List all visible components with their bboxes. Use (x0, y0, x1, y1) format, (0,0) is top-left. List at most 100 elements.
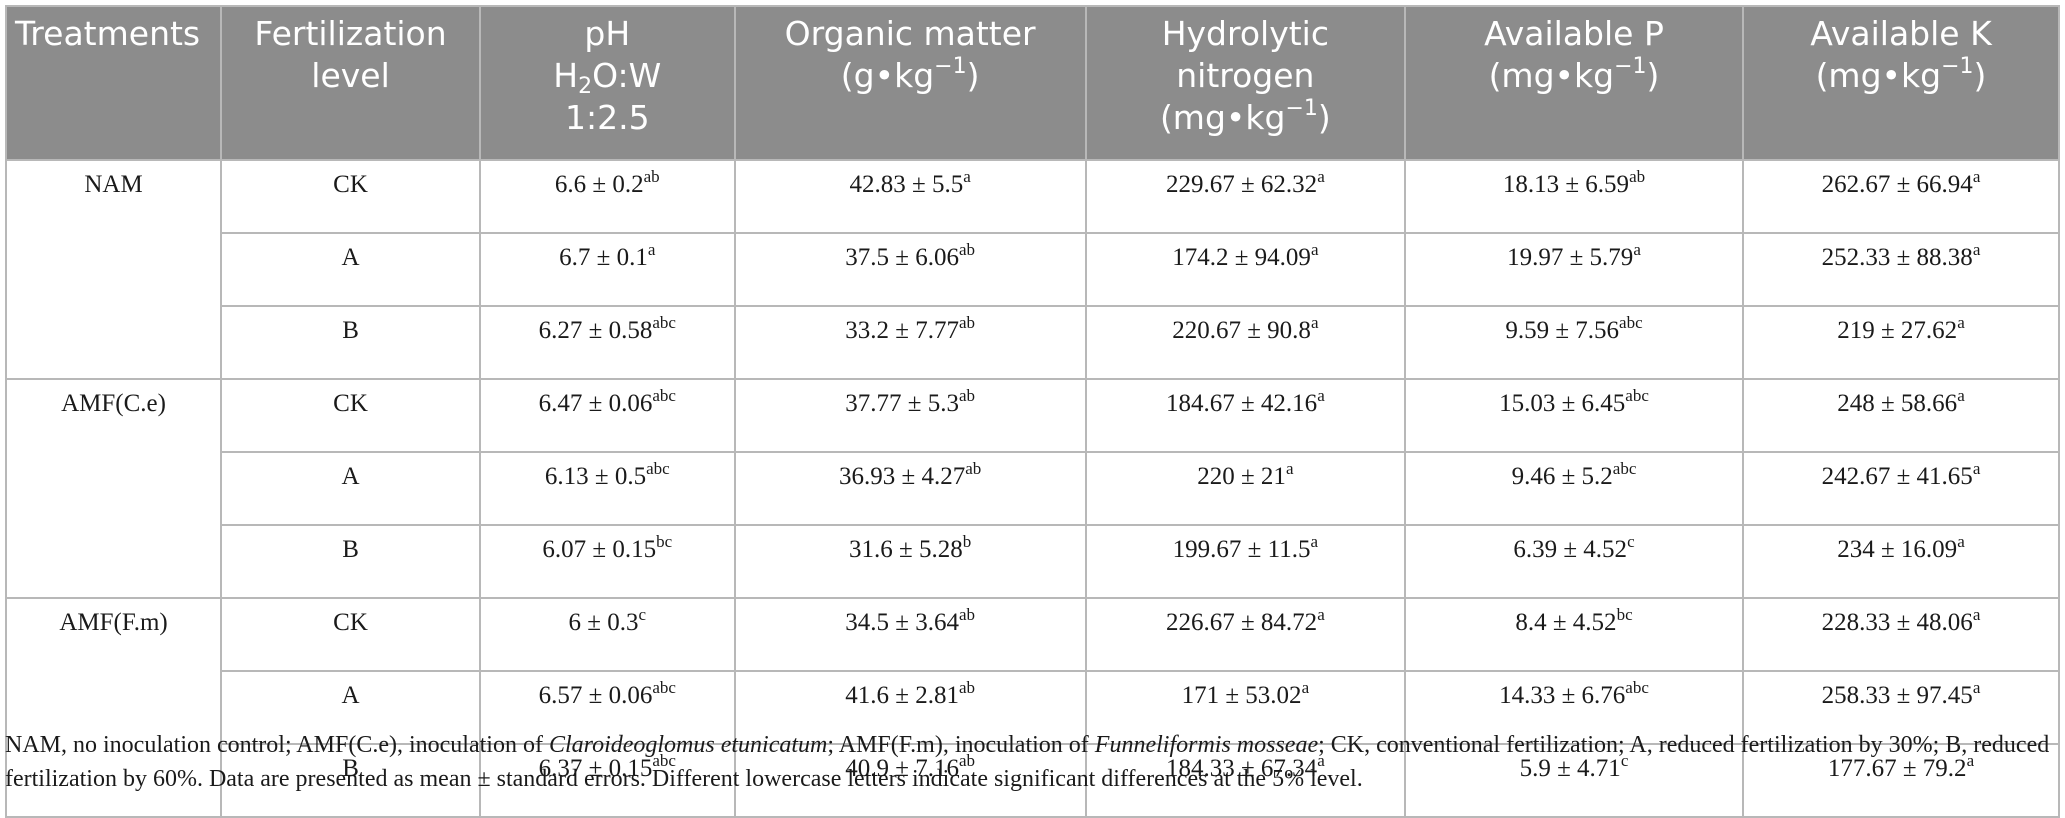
mean-se-value: 220 ± 21 (1197, 463, 1286, 490)
value-cell: 14.33 ± 6.76abc (1404, 670, 1744, 745)
mean-se-value: 6.47 ± 0.06 (538, 390, 653, 417)
value-cell: 258.33 ± 97.45a (1741, 670, 2061, 745)
header-hydrolytic-nitrogen: Hydrolytic nitrogen (mg•kg−1) (1084, 5, 1407, 161)
fertilization-level-cell: B (220, 305, 482, 380)
significance-letters: bc (1616, 605, 1633, 624)
value-cell: 228.33 ± 48.06a (1741, 597, 2061, 672)
value-cell: 6 ± 0.3c (479, 597, 736, 672)
significance-letters: abc (1625, 386, 1649, 405)
mean-se-value: 220.67 ± 90.8 (1172, 317, 1311, 344)
significance-letters: abc (1612, 459, 1637, 478)
significance-letters: a (1966, 751, 1975, 770)
header-fertilization-level: Fertilization level (220, 5, 482, 161)
significance-letters: a (1285, 459, 1294, 478)
significance-letters: a (1317, 167, 1325, 186)
table-row: AMF(F.m) CK 6 ± 0.3c 34.5 ± 3.64ab 226.67 ± … (4, 597, 2061, 818)
mean-se-value: 226.67 ± 84.72 (1165, 609, 1318, 636)
significance-letters: abc (646, 459, 670, 478)
mean-se-value: 37.5 ± 6.06 (845, 244, 959, 271)
value-cell: 252.33 ± 88.38a (1741, 232, 2061, 307)
value-cell: 6.07 ± 0.15bc (479, 524, 736, 599)
table-row: A 6.7 ± 0.1a 37.5 ± 6.06ab 174.2 ± 94.09a 19… (6, 232, 2061, 307)
mean-se-value: 41.6 ± 2.81 (845, 682, 959, 709)
mean-se-value: 36.93 ± 4.27 (839, 463, 966, 490)
mean-se-value: 6.13 ± 0.5 (544, 463, 647, 490)
fertilization-level-cell: B (220, 524, 482, 599)
value-cell: 234 ± 16.09a (1741, 524, 2061, 599)
significance-letters: a (1972, 167, 1981, 186)
table-body: NAM CK 6.6 ± 0.2ab 42.83 ± 5.5a 229.67 ± 62.… (4, 159, 2061, 818)
mean-se-value: 42.83 ± 5.5 (849, 171, 964, 198)
header-ph: pH H2O:W 1:2.5 (479, 5, 736, 161)
value-cell: 174.2 ± 94.09a (1084, 232, 1407, 307)
table-row: B 6.27 ± 0.58abc 33.2 ± 7.77ab 220.67 ± 90.… (6, 305, 2061, 380)
mean-se-value: 199.67 ± 11.5 (1172, 536, 1311, 563)
mean-se-value: 14.33 ± 6.76 (1499, 682, 1626, 709)
significance-letters: abc (652, 386, 676, 405)
mean-se-value: 8.4 ± 4.52 (1515, 609, 1617, 636)
significance-letters: ab (958, 313, 976, 332)
value-cell: 42.83 ± 5.5a (733, 159, 1087, 234)
value-cell: 262.67 ± 66.94a (1741, 159, 2061, 234)
value-cell: 220.67 ± 90.8a (1084, 305, 1407, 380)
mean-se-value: 177.67 ± 79.2 (1827, 755, 1967, 782)
mean-se-value: 6.57 ± 0.06 (538, 682, 653, 709)
significance-letters: a (1972, 459, 1981, 478)
table-row: AMF(C.e) CK 6.47 ± 0.06abc 37.77 ± 5.3ab 184… (4, 378, 2061, 599)
fertilization-level-cell: A (220, 451, 482, 526)
value-cell: 6.39 ± 4.52c (1404, 524, 1744, 599)
value-cell: 15.03 ± 6.45abc (1404, 378, 1744, 453)
mean-se-value: 6.27 ± 0.58 (538, 317, 653, 344)
table-row: A 6.13 ± 0.5abc 36.93 ± 4.27ab 220 ± 21a 9.4… (6, 451, 2061, 526)
mean-se-value: 6 ± 0.3 (568, 609, 639, 636)
fertilization-level-cell: CK (220, 159, 482, 234)
significance-letters: ab (965, 459, 982, 478)
value-cell: 41.6 ± 2.81ab (733, 670, 1087, 745)
mean-se-value: 6.07 ± 0.15 (542, 536, 657, 563)
significance-letters: a (1310, 240, 1319, 259)
value-cell: 220 ± 21a (1084, 451, 1407, 526)
significance-letters: abc (652, 751, 676, 770)
table-row: NAM CK 6.6 ± 0.2ab 42.83 ± 5.5a 229.67 ± 62.… (4, 159, 2061, 380)
significance-letters: a (1633, 240, 1641, 259)
significance-letters: a (1972, 605, 1981, 624)
significance-letters: a (1317, 386, 1325, 405)
value-cell: 36.93 ± 4.27ab (733, 451, 1087, 526)
value-cell: 248 ± 58.66a (1741, 378, 2061, 453)
significance-letters: abc (652, 678, 676, 697)
mean-se-value: 258.33 ± 97.45 (1821, 682, 1973, 709)
significance-letters: a (1957, 386, 1965, 405)
mean-se-value: 234 ± 16.09 (1837, 536, 1958, 563)
fertilization-level-cell: CK (220, 378, 482, 453)
significance-letters: bc (656, 532, 673, 551)
value-cell: 229.67 ± 62.32a (1084, 159, 1407, 234)
significance-letters: a (1301, 678, 1310, 697)
species-name: Claroideoglomus etunicatum (548, 732, 828, 758)
table-footnote: NAM, no inoculation control; AMF(C.e), i… (5, 732, 2050, 792)
treatment-cell: AMF(F.m) (4, 597, 223, 818)
header-row: Treatments Fertilization level pH H2O:W 1:2… (4, 5, 2061, 161)
mean-se-value: 174.2 ± 94.09 (1172, 244, 1311, 271)
value-cell: 6.47 ± 0.06abc (479, 378, 736, 453)
header-available-p: Available P (mg•kg−1) (1404, 5, 1744, 161)
fertilization-level-cell: CK (220, 597, 482, 672)
mean-se-value: 219 ± 27.62 (1837, 317, 1958, 344)
value-cell: 6.57 ± 0.06abc (479, 670, 736, 745)
value-cell: 34.5 ± 3.64ab (733, 597, 1087, 672)
significance-letters: b (962, 532, 972, 551)
value-cell: 226.67 ± 84.72a (1084, 597, 1407, 672)
significance-letters: abc (1625, 678, 1649, 697)
significance-letters: a (963, 167, 971, 186)
mean-se-value: 6.6 ± 0.2 (554, 171, 644, 198)
value-cell: 6.7 ± 0.1a (479, 232, 736, 307)
significance-letters: a (1310, 532, 1319, 551)
significance-letters: ab (643, 167, 660, 186)
value-cell: 8.4 ± 4.52bc (1404, 597, 1744, 672)
significance-letters: ab (958, 605, 976, 624)
mean-se-value: 31.6 ± 5.28 (849, 536, 963, 563)
mean-se-value: 6.37 ± 0.15 (538, 755, 653, 782)
header-treatments: Treatments (4, 5, 223, 161)
value-cell: 37.5 ± 6.06ab (733, 232, 1087, 307)
value-cell: 199.67 ± 11.5a (1084, 524, 1407, 599)
mean-se-value: 18.13 ± 6.59 (1502, 171, 1630, 198)
